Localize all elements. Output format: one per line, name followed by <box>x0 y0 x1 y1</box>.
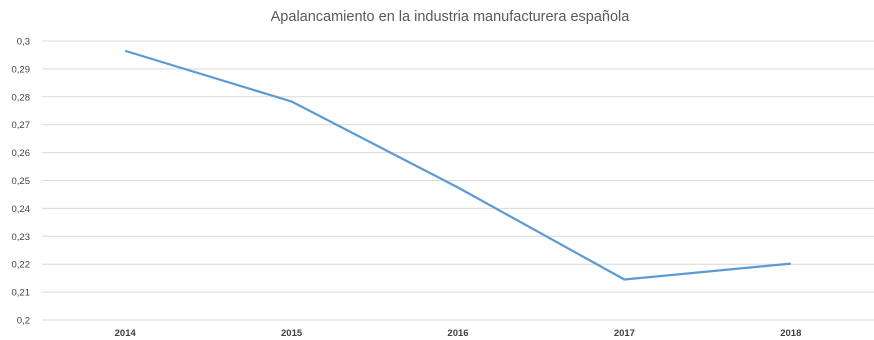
series-line <box>124 49 791 281</box>
y-tick-label: 0,3 <box>17 37 30 48</box>
y-tick-label: 0,22 <box>12 260 31 271</box>
y-tick-label: 0,24 <box>12 204 31 215</box>
x-axis-ticks: 2014 2015 2016 2017 2018 <box>115 328 802 339</box>
chart-title: Apalancamiento en la industria manufactu… <box>270 9 630 25</box>
y-axis-ticks: 0,2 0,21 0,22 0,23 0,24 0,25 0,26 0,27 0,28 0,29 0… <box>12 37 31 327</box>
y-tick-label: 0,21 <box>12 288 31 299</box>
y-tick-label: 0,28 <box>12 92 31 103</box>
x-tick-label: 2018 <box>780 328 801 339</box>
x-tick-label: 2015 <box>281 328 303 339</box>
y-tick-label: 0,25 <box>12 176 31 187</box>
x-tick-label: 2017 <box>614 328 635 339</box>
x-tick-label: 2016 <box>447 328 468 339</box>
series-layer <box>124 49 791 281</box>
y-tick-label: 0,2 <box>17 316 30 327</box>
grid-lines <box>42 40 874 321</box>
y-tick-label: 0,26 <box>12 148 31 159</box>
y-tick-label: 0,27 <box>12 120 31 131</box>
y-tick-label: 0,23 <box>12 232 31 243</box>
x-tick-label: 2014 <box>115 328 137 339</box>
y-tick-label: 0,29 <box>12 64 31 75</box>
